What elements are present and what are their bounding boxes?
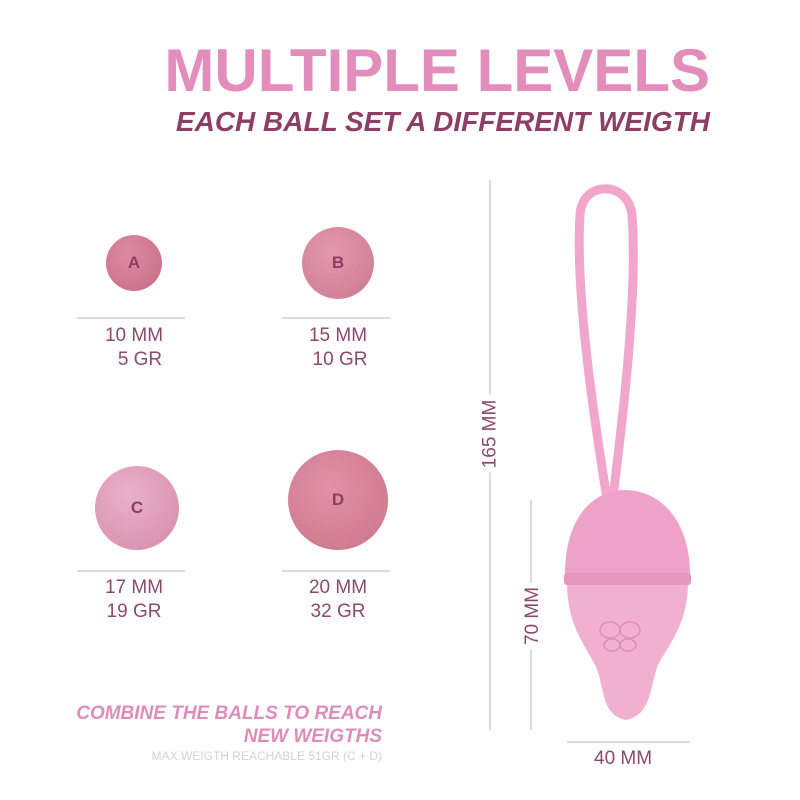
ball-a-weight: 5 GR — [117, 349, 163, 370]
ball-c-measure-line — [77, 570, 185, 572]
product-image — [564, 184, 691, 720]
length-label: 165 MM — [479, 395, 502, 473]
ball-d-measure-line — [282, 570, 390, 572]
ball-c: C — [95, 466, 179, 550]
butterfly-logo-icon — [599, 621, 641, 652]
ball-c-letter: C — [130, 498, 144, 517]
page-title: MULTIPLE LEVELS — [164, 37, 710, 104]
ball-d-weight: 32 GR — [310, 601, 366, 622]
ball-d: D — [288, 450, 388, 550]
ball-b-weight: 10 GR — [312, 349, 368, 370]
ball-c-size: 17 MM — [104, 577, 164, 598]
ball-b-letter: B — [331, 253, 345, 272]
ball-b-measure-line — [282, 317, 390, 319]
combine-text: COMBINE THE BALLS TO REACH NEW WEIGTHS — [76, 703, 382, 747]
ball-a-size: 10 MM — [104, 325, 164, 346]
body-length-label: 70 MM — [522, 582, 545, 650]
ball-a-letter: A — [127, 253, 141, 272]
width-measure-line — [567, 741, 690, 743]
ball-b-size: 15 MM — [308, 325, 368, 346]
width-label: 40 MM — [594, 748, 653, 769]
ball-a-measure-line — [77, 317, 185, 319]
ball-d-letter: D — [331, 490, 345, 509]
ball-a: A — [106, 235, 162, 291]
ball-b: B — [302, 227, 374, 299]
ball-d-size: 20 MM — [308, 577, 368, 598]
ball-c-weight: 19 GR — [106, 601, 162, 622]
max-weight-text: MAX.WEIGTH REACHABLE 51GR (C + D) — [151, 749, 382, 763]
page-subtitle: EACH BALL SET A DIFFERENT WEIGTH — [175, 106, 710, 137]
footer: COMBINE THE BALLS TO REACH NEW WEIGTHS M… — [60, 702, 382, 764]
